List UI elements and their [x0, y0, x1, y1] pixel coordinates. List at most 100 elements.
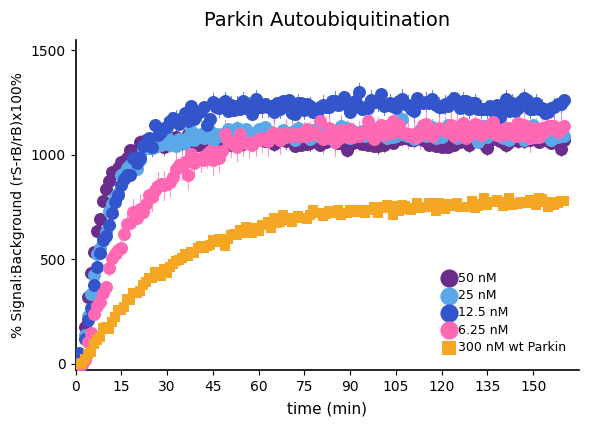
50 nM	[355, 138, 364, 145]
12.5 nM	[440, 101, 450, 107]
50 nM	[391, 133, 401, 140]
12.5 nM	[449, 95, 458, 101]
6.25 nM	[455, 126, 465, 133]
12.5 nM	[251, 96, 260, 103]
12.5 nM	[202, 122, 211, 128]
6.25 nM	[492, 132, 502, 139]
300 nM wt Parkin	[275, 218, 284, 225]
12.5 nM	[513, 105, 523, 112]
6.25 nM	[327, 127, 336, 134]
300 nM wt Parkin	[309, 207, 318, 214]
50 nM	[202, 140, 211, 147]
300 nM wt Parkin	[300, 215, 309, 222]
6.25 nM	[415, 131, 425, 138]
50 nM	[480, 140, 489, 147]
6.25 nM	[486, 122, 495, 128]
50 nM	[434, 131, 443, 138]
12.5 nM	[349, 99, 358, 106]
50 nM	[412, 133, 422, 140]
12.5 nM	[224, 107, 233, 114]
6.25 nM	[224, 137, 233, 144]
50 nM	[409, 137, 419, 143]
12.5 nM	[339, 93, 349, 100]
12.5 nM	[519, 95, 529, 102]
50 nM	[458, 135, 468, 142]
6.25 nM	[379, 132, 388, 139]
300 nM wt Parkin	[238, 229, 248, 236]
50 nM	[385, 131, 395, 137]
300 nM wt Parkin	[425, 199, 434, 206]
12.5 nM	[110, 199, 120, 205]
25 nM	[556, 131, 565, 138]
12.5 nM	[92, 264, 101, 270]
6.25 nM	[339, 128, 349, 134]
25 nM	[516, 131, 526, 138]
50 nM	[113, 165, 123, 172]
6.25 nM	[138, 208, 148, 215]
300 nM wt Parkin	[464, 204, 474, 211]
25 nM	[543, 130, 553, 137]
25 nM	[360, 132, 370, 139]
12.5 nM	[345, 108, 355, 115]
12.5 nM	[540, 109, 550, 116]
6.25 nM	[110, 250, 120, 257]
25 nM	[300, 131, 309, 138]
6.25 nM	[175, 162, 184, 169]
12.5 nM	[181, 110, 190, 116]
50 nM	[238, 141, 248, 148]
300 nM wt Parkin	[504, 194, 513, 201]
25 nM	[428, 123, 437, 130]
25 nM	[385, 131, 395, 138]
6.25 nM	[458, 119, 468, 126]
25 nM	[101, 228, 111, 235]
12.5 nM	[370, 98, 379, 105]
12.5 nM	[458, 98, 468, 105]
6.25 nM	[129, 208, 138, 215]
12.5 nM	[144, 135, 153, 142]
12.5 nM	[101, 233, 111, 240]
50 nM	[352, 138, 361, 145]
300 nM wt Parkin	[183, 253, 193, 259]
50 nM	[144, 144, 153, 151]
6.25 nM	[227, 139, 236, 146]
25 nM	[370, 127, 379, 134]
50 nM	[183, 130, 193, 137]
12.5 nM	[522, 97, 532, 104]
50 nM	[123, 155, 132, 162]
12.5 nM	[443, 102, 453, 109]
25 nM	[425, 130, 434, 137]
50 nM	[443, 144, 453, 151]
50 nM	[159, 144, 169, 151]
12.5 nM	[391, 104, 401, 111]
25 nM	[202, 134, 211, 141]
6.25 nM	[260, 137, 270, 144]
25 nM	[214, 132, 224, 139]
12.5 nM	[321, 103, 330, 110]
12.5 nM	[333, 102, 343, 109]
25 nM	[83, 313, 93, 320]
300 nM wt Parkin	[263, 219, 273, 226]
50 nM	[349, 140, 358, 146]
50 nM	[135, 139, 145, 146]
50 nM	[205, 135, 215, 142]
50 nM	[492, 132, 502, 139]
50 nM	[95, 215, 104, 222]
6.25 nM	[434, 125, 443, 131]
50 nM	[449, 142, 458, 149]
25 nM	[135, 157, 145, 164]
25 nM	[324, 134, 333, 141]
300 nM wt Parkin	[519, 200, 529, 207]
6.25 nM	[370, 136, 379, 143]
50 nM	[83, 293, 93, 300]
300 nM wt Parkin	[306, 212, 315, 219]
6.25 nM	[147, 193, 156, 200]
12.5 nM	[138, 142, 148, 149]
12.5 nM	[437, 104, 446, 110]
25 nM	[132, 166, 141, 172]
25 nM	[220, 130, 230, 137]
25 nM	[178, 137, 187, 143]
300 nM wt Parkin	[489, 199, 498, 206]
300 nM wt Parkin	[547, 199, 556, 206]
50 nM	[196, 141, 205, 148]
12.5 nM	[190, 115, 199, 122]
